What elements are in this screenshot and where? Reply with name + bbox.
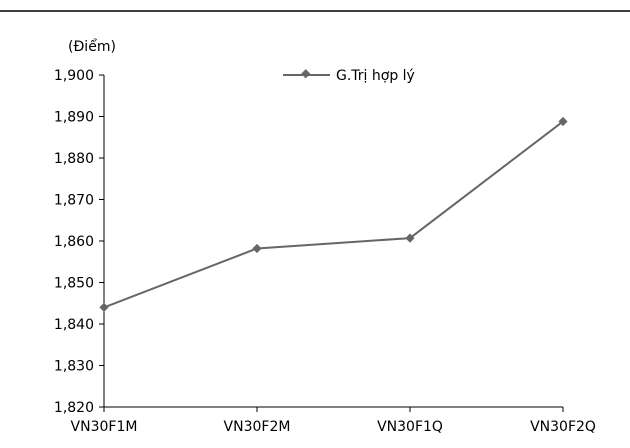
data-point-vn30f1m (99, 302, 109, 312)
x-tick-label: VN30F2M (224, 419, 291, 435)
y-tick-label: 1,840 (54, 317, 94, 333)
legend-label: G.Trị hợp lý (336, 68, 415, 84)
y-axis-unit-label: (Điểm) (68, 38, 116, 55)
x-tick-label: VN30F2Q (530, 419, 596, 435)
y-tick-label: 1,880 (54, 151, 94, 167)
legend-marker (301, 69, 311, 79)
y-tick-label: 1,870 (54, 193, 94, 209)
x-tick-label: VN30F1M (71, 419, 138, 435)
data-point-vn30f2q (558, 116, 568, 127)
y-tick-label: 1,820 (54, 400, 94, 416)
series (99, 116, 568, 312)
x-ticks: VN30F1M VN30F2M VN30F1Q VN30F2Q (71, 407, 596, 435)
series-line (103, 120, 564, 309)
axes (103, 75, 563, 408)
y-tick-label: 1,900 (54, 68, 94, 84)
data-point-vn30f1q (405, 233, 415, 243)
y-tick-label: 1,830 (54, 359, 94, 375)
y-tick-label: 1,850 (54, 276, 94, 292)
y-tick-label: 1,890 (54, 110, 94, 126)
data-point-vn30f2m (252, 243, 262, 254)
y-tick-label: 1,860 (54, 234, 94, 250)
x-tick-label: VN30F1Q (377, 419, 443, 435)
legend: G.Trị hợp lý (283, 68, 415, 84)
y-ticks: 1,820 1,830 1,840 1,850 1,860 1,870 1,880 1,890… (54, 68, 104, 416)
